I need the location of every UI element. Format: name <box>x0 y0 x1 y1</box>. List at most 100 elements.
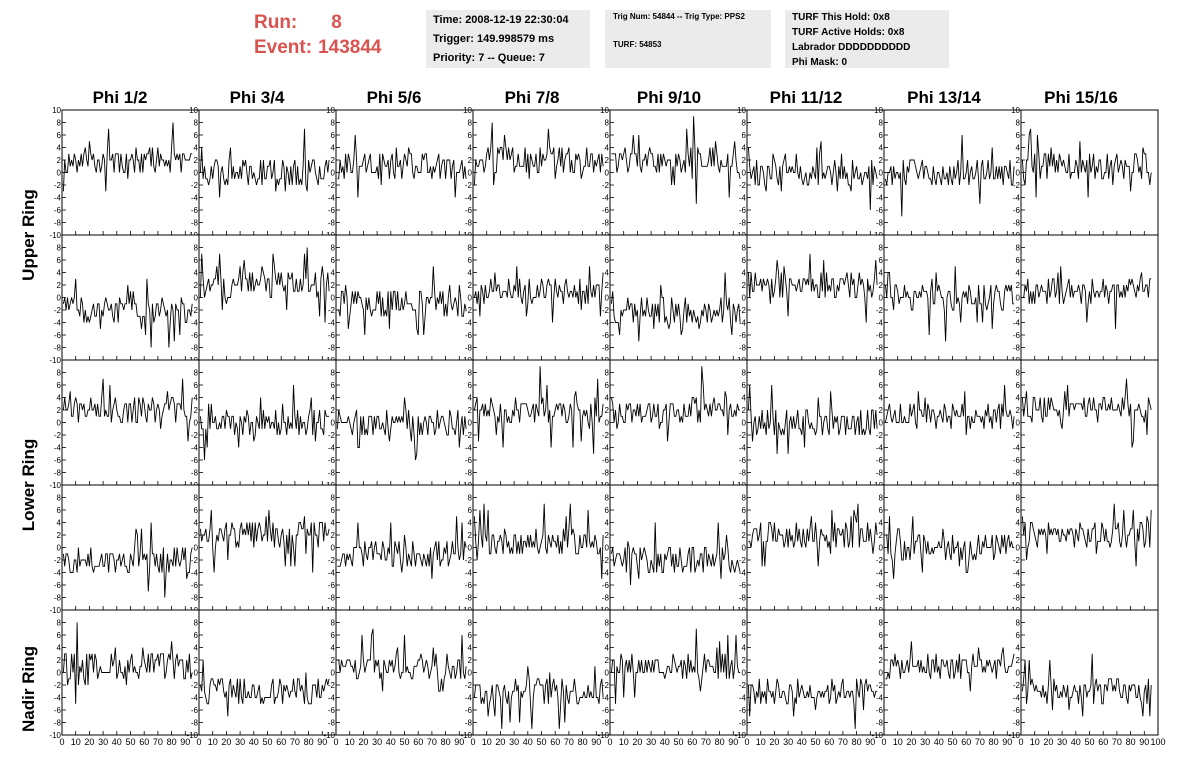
y-tick-label: 8 <box>742 369 747 378</box>
y-tick-label: -4 <box>739 444 747 453</box>
y-tick-label: -8 <box>1013 594 1021 603</box>
y-tick-label: -6 <box>465 581 473 590</box>
y-tick-label: 6 <box>331 381 336 390</box>
y-tick-label: 8 <box>879 119 884 128</box>
y-tick-label: -4 <box>739 319 747 328</box>
y-tick-label: 8 <box>194 119 199 128</box>
y-tick-label: 6 <box>742 131 747 140</box>
y-tick-label: 0 <box>194 669 199 678</box>
y-tick-label: -10 <box>49 231 61 240</box>
y-tick-label: 8 <box>1016 119 1021 128</box>
x-tick-label: 10 <box>482 737 492 747</box>
x-tick-label: 30 <box>235 737 245 747</box>
y-tick-label: -6 <box>328 456 336 465</box>
y-tick-label: 4 <box>742 394 747 403</box>
x-tick-label: 40 <box>249 737 259 747</box>
y-tick-label: -4 <box>1013 444 1021 453</box>
y-tick-label: 0 <box>331 669 336 678</box>
x-tick-label: 20 <box>632 737 642 747</box>
x-tick-label: 30 <box>783 737 793 747</box>
x-tick-label: 20 <box>84 737 94 747</box>
y-tick-label: 4 <box>57 519 62 528</box>
y-tick-label: 6 <box>605 506 610 515</box>
y-tick-label: 4 <box>879 519 884 528</box>
y-tick-label: -2 <box>602 556 610 565</box>
y-tick-label: 4 <box>1016 144 1021 153</box>
y-tick-label: 6 <box>468 256 473 265</box>
x-tick-label: 60 <box>961 737 971 747</box>
y-tick-label: -8 <box>876 594 884 603</box>
x-tick-label: 10 <box>893 737 903 747</box>
y-tick-label: 2 <box>468 281 473 290</box>
y-tick-label: -6 <box>602 206 610 215</box>
y-tick-label: -10 <box>597 731 609 740</box>
y-tick-label: 4 <box>1016 394 1021 403</box>
x-tick-label: 50 <box>262 737 272 747</box>
y-tick-label: -2 <box>465 681 473 690</box>
y-tick-label: 4 <box>742 519 747 528</box>
y-tick-label: 8 <box>331 244 336 253</box>
y-tick-label: 8 <box>331 119 336 128</box>
y-tick-label: -6 <box>1013 581 1021 590</box>
panel-frame <box>335 359 474 486</box>
y-tick-label: 2 <box>194 281 199 290</box>
y-tick-label: 0 <box>605 169 610 178</box>
panel-frame <box>472 234 611 361</box>
y-tick-label: 2 <box>742 406 747 415</box>
y-tick-label: -4 <box>328 319 336 328</box>
y-tick-label: 6 <box>331 256 336 265</box>
y-tick-label: -6 <box>54 331 62 340</box>
y-tick-label: 0 <box>879 544 884 553</box>
y-tick-label: -10 <box>1008 731 1020 740</box>
y-tick-label: -4 <box>739 569 747 578</box>
x-tick-label: 20 <box>769 737 779 747</box>
waveform-trace <box>1021 378 1152 448</box>
panel-frame <box>61 109 200 236</box>
y-tick-label: -8 <box>1013 219 1021 228</box>
waveform-trace <box>610 272 741 342</box>
panel-r2-c1: -10 -8 -6 -4 -2 0 2 4 6 8 <box>49 234 200 365</box>
y-tick-label: -8 <box>191 344 199 353</box>
panel-frame <box>1020 234 1159 361</box>
y-tick-label: -6 <box>602 581 610 590</box>
x-tick-label: 50 <box>536 737 546 747</box>
panel-frame <box>609 609 748 736</box>
y-tick-label: 2 <box>1016 406 1021 415</box>
y-tick-label: 4 <box>605 644 610 653</box>
y-tick-label: -6 <box>602 706 610 715</box>
column-header-phi-3-4: Phi 3/4 <box>229 88 285 107</box>
y-tick-label: -6 <box>465 206 473 215</box>
y-tick-label: -2 <box>602 431 610 440</box>
y-tick-label: -8 <box>465 469 473 478</box>
y-tick-label: 8 <box>57 119 62 128</box>
x-tick-label: 80 <box>989 737 999 747</box>
y-tick-label: 0 <box>57 294 62 303</box>
y-tick-label: -4 <box>465 194 473 203</box>
y-tick-label: 6 <box>742 381 747 390</box>
panel-frame <box>1020 484 1159 611</box>
y-tick-label: -6 <box>328 706 336 715</box>
panel-frame <box>1020 609 1159 736</box>
y-tick-label: 8 <box>742 119 747 128</box>
column-header-phi-7-8: Phi 7/8 <box>504 88 560 107</box>
y-tick-label: -2 <box>328 431 336 440</box>
y-tick-label: -6 <box>328 581 336 590</box>
y-tick-label: -6 <box>1013 456 1021 465</box>
y-tick-label: 8 <box>331 369 336 378</box>
y-tick-label: 10 <box>874 106 883 115</box>
y-tick-label: -2 <box>328 181 336 190</box>
panel-r3-c1: -10 -8 -6 -4 -2 0 2 4 6 8 <box>49 359 200 490</box>
y-tick-label: -8 <box>876 469 884 478</box>
y-tick-label: 4 <box>331 394 336 403</box>
panel-frame <box>335 609 474 736</box>
y-tick-label: -8 <box>328 719 336 728</box>
y-tick-label: -4 <box>876 319 884 328</box>
x-tick-label: 30 <box>509 737 519 747</box>
panel-frame <box>198 234 337 361</box>
waveform-trace <box>199 247 330 323</box>
